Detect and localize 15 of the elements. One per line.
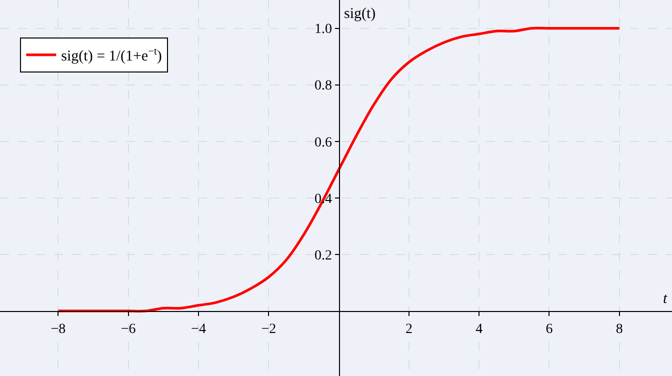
x-tick-label: −2 xyxy=(261,322,276,337)
legend-label: sig(t) = 1/(1+e$^{−t}$) xyxy=(61,46,162,65)
x-tick-label: −8 xyxy=(50,322,66,337)
y-axis-title: sig(t) xyxy=(344,6,376,22)
y-tick-label: 0.8 xyxy=(314,78,332,94)
x-tick-label: −4 xyxy=(191,322,206,337)
x-tick-label: 2 xyxy=(405,322,412,337)
y-tick-label: 0.2 xyxy=(314,248,332,264)
x-tick-label: 6 xyxy=(546,322,553,337)
y-tick-label: 1.0 xyxy=(314,22,332,38)
x-tick-label: 8 xyxy=(616,322,623,337)
x-tick-label: −6 xyxy=(120,322,136,337)
y-tick-label: 0.6 xyxy=(314,135,332,150)
x-tick-label: 4 xyxy=(476,322,483,337)
x-axis-title: t xyxy=(663,291,668,307)
